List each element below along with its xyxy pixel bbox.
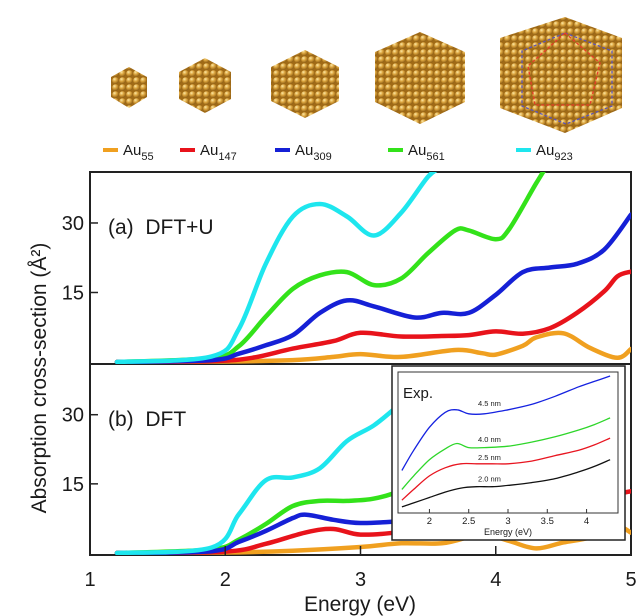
inset-x-tick-label: 2	[427, 516, 432, 527]
axes: 15 30 15 30 1 2 3 4 5	[62, 213, 637, 591]
series-line-au55-dftu	[114, 330, 631, 364]
cluster-images	[111, 17, 622, 133]
panel-a-label: (a) DFT+U	[108, 216, 214, 239]
inset-series-line	[401, 459, 611, 508]
cluster-au55-image	[111, 67, 147, 108]
cluster-au147-image	[179, 58, 231, 113]
x-tick-label: 2	[220, 569, 231, 591]
legend: Au55 Au147 Au309 Au561 Au923	[103, 142, 573, 163]
legend-entry: Au923	[536, 142, 573, 163]
y-tick-label: 15	[62, 474, 84, 496]
legend-entry: Au55	[123, 142, 154, 163]
panel-a-curves	[114, 172, 631, 364]
series-line-au147-dftu	[114, 269, 631, 364]
y-tick-label: 30	[62, 213, 84, 235]
inset-series-label: 4.5 nm	[478, 399, 501, 408]
inset-series-label: 4.0 nm	[478, 435, 501, 444]
legend-entry: Au561	[408, 142, 445, 163]
inset-x-tick-label: 3	[505, 516, 510, 527]
y-tick-label: 15	[62, 282, 84, 304]
inset-series-label: 2.5 nm	[478, 453, 501, 462]
inset-series-line	[401, 417, 611, 490]
inset-x-tick-label: 4	[584, 516, 589, 527]
inset-series-label: 2.0 nm	[478, 474, 501, 483]
cluster-au923-image	[500, 17, 622, 133]
y-tick-label: 30	[62, 405, 84, 427]
y-axis-label: Absorption cross-section (Å²)	[28, 243, 51, 514]
inset-series-line	[401, 437, 611, 501]
inset-axes: 2 2.5 3 3.5 4	[427, 509, 589, 527]
inset-series-line	[401, 375, 611, 471]
inset-annotation: Exp.	[403, 385, 433, 402]
inset-x-tick-label: 3.5	[541, 516, 554, 527]
series-line-au923-dftu	[114, 172, 438, 364]
inset-x-label: Energy (eV)	[484, 527, 532, 537]
legend-entry: Au147	[200, 142, 237, 163]
x-tick-label: 4	[490, 569, 501, 591]
series-line-au309-dftu	[114, 212, 631, 364]
x-tick-label: 1	[84, 569, 95, 591]
inset-experimental: 4.5 nm4.0 nm2.5 nm2.0 nm 2 2.5 3 3.5 4 Exp. …	[391, 365, 626, 541]
x-tick-label: 3	[355, 569, 366, 591]
cluster-au923-outline	[521, 32, 613, 125]
panel-b-label: (b) DFT	[108, 408, 186, 431]
series-line-au561-dftu	[114, 172, 546, 364]
x-tick-label: 5	[625, 569, 636, 591]
inset-x-tick-label: 2.5	[462, 516, 475, 527]
cluster-au309-image	[271, 50, 339, 118]
cluster-au561-image	[375, 32, 465, 124]
x-axis-label: Energy (eV)	[304, 593, 416, 616]
legend-entry: Au309	[295, 142, 332, 163]
inset-curves: 4.5 nm 4.0 nm 2.5 nm 2.0 nm	[401, 375, 611, 508]
